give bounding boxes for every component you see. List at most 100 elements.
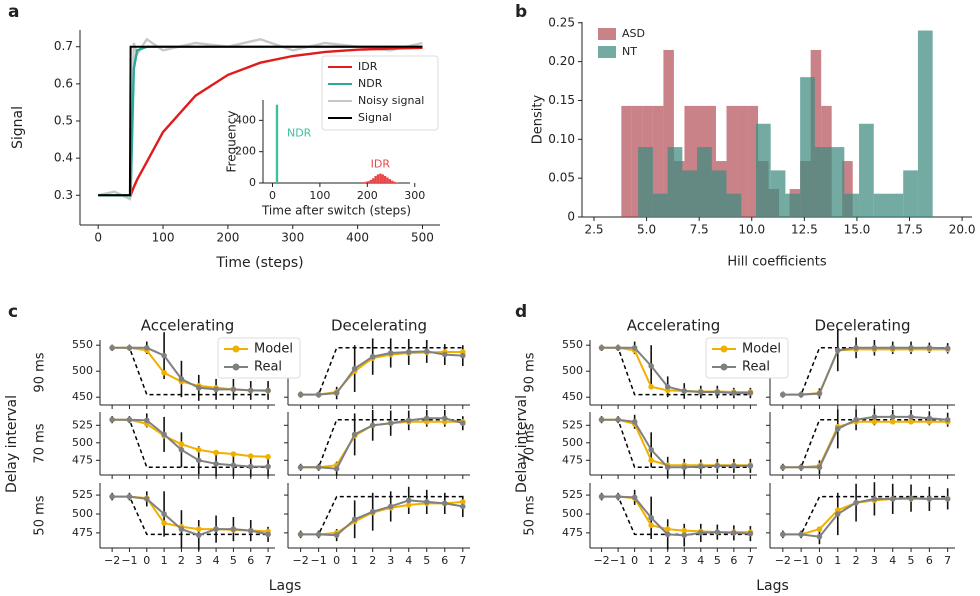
model-line [782, 497, 948, 536]
y-tick-label: 500 [562, 364, 583, 377]
target-line [782, 495, 948, 536]
x-tick-label: 4 [889, 554, 896, 567]
real-marker [598, 416, 605, 423]
real-marker [697, 389, 704, 395]
x-tick-label: −1 [610, 554, 626, 567]
x-tick-label: 500 [411, 231, 434, 245]
real-marker [648, 363, 654, 369]
bar [391, 180, 394, 183]
legend-label: Signal [358, 111, 392, 124]
model-marker [213, 449, 219, 456]
x-tick-label: 7.5 [690, 223, 709, 237]
column-title: Decelerating [814, 317, 910, 335]
y-tick-label: 500 [72, 507, 93, 520]
bar [770, 170, 786, 217]
real-marker [871, 345, 878, 351]
y-axis-label: Signal [10, 106, 26, 149]
real-line [300, 499, 463, 537]
real-marker [944, 416, 951, 423]
real-line [782, 346, 948, 396]
model-marker [230, 451, 237, 457]
real-marker [681, 532, 688, 538]
bar [785, 193, 801, 217]
real-marker [369, 353, 376, 360]
x-tick-label: −2 [293, 554, 309, 567]
bar [737, 105, 748, 217]
real-marker [648, 514, 654, 521]
x-tick-label: 6 [926, 554, 933, 567]
x-tick-label: 200 [357, 189, 378, 202]
real-marker [315, 531, 322, 538]
real-marker [615, 493, 621, 500]
model-line [782, 420, 948, 469]
real-marker [780, 464, 786, 471]
target-line [782, 418, 948, 469]
row-label: 50 ms [523, 495, 538, 535]
model-marker [648, 457, 654, 464]
bar [275, 104, 279, 183]
real-marker [195, 385, 202, 391]
real-marker [178, 376, 185, 382]
real-marker [213, 386, 219, 393]
real-marker [369, 508, 376, 515]
real-marker [731, 530, 737, 536]
legend-label: IDR [358, 60, 378, 73]
legend-label: Real [742, 360, 770, 375]
real-marker [926, 415, 933, 422]
real-marker [351, 365, 358, 372]
real-marker [834, 511, 841, 517]
row-label: 70 ms [33, 423, 48, 463]
x-tick-label: 6 [247, 554, 254, 567]
real-marker [315, 464, 322, 471]
x-tick-label: 4 [405, 554, 412, 567]
real-line [782, 497, 948, 538]
legend-marker [720, 363, 728, 371]
y-tick-label: 0.5 [54, 114, 73, 128]
y-tick-label: 525 [562, 418, 583, 431]
real-marker [126, 493, 133, 500]
y-tick-label: 450 [562, 390, 583, 403]
real-marker [230, 526, 237, 532]
real-marker [441, 415, 448, 422]
y-tick-label: 0.10 [548, 132, 575, 146]
column-title: Decelerating [331, 317, 427, 335]
x-tick-label: 15.0 [844, 223, 871, 237]
real-marker [423, 415, 430, 422]
bar [697, 147, 712, 217]
x-tick-label: 3 [195, 554, 202, 567]
bar [388, 179, 392, 183]
series-label: IDR [371, 158, 391, 171]
x-tick-label: 0 [333, 554, 340, 567]
legend-marker [232, 345, 240, 353]
real-marker [664, 531, 671, 538]
real-marker [265, 387, 271, 394]
real-marker [333, 532, 340, 538]
bar [372, 178, 375, 183]
real-marker [853, 416, 859, 423]
legend-label: Real [254, 360, 282, 375]
x-tick-label: 5 [230, 554, 237, 567]
target-line [782, 347, 948, 396]
y-tick-label: 550 [562, 338, 583, 351]
model-marker [459, 499, 466, 505]
bar [667, 147, 683, 217]
real-marker [459, 420, 466, 427]
model-marker [816, 526, 823, 532]
real-marker [681, 388, 688, 394]
real-marker [714, 389, 721, 395]
real-marker [747, 463, 754, 469]
y-tick-label: 525 [72, 418, 93, 431]
target-line [300, 347, 463, 396]
model-line [601, 495, 751, 534]
model-line [112, 418, 269, 458]
model-line [601, 418, 751, 467]
real-marker [697, 530, 704, 536]
y-tick-label: 475 [562, 453, 583, 466]
x-tick-label: 12.5 [791, 223, 818, 237]
y-tick-label: 500 [562, 507, 583, 520]
model-marker [265, 454, 271, 460]
x-tick-label: 7 [747, 554, 754, 567]
real-line [601, 495, 751, 537]
real-marker [889, 496, 896, 502]
bar [810, 49, 822, 218]
